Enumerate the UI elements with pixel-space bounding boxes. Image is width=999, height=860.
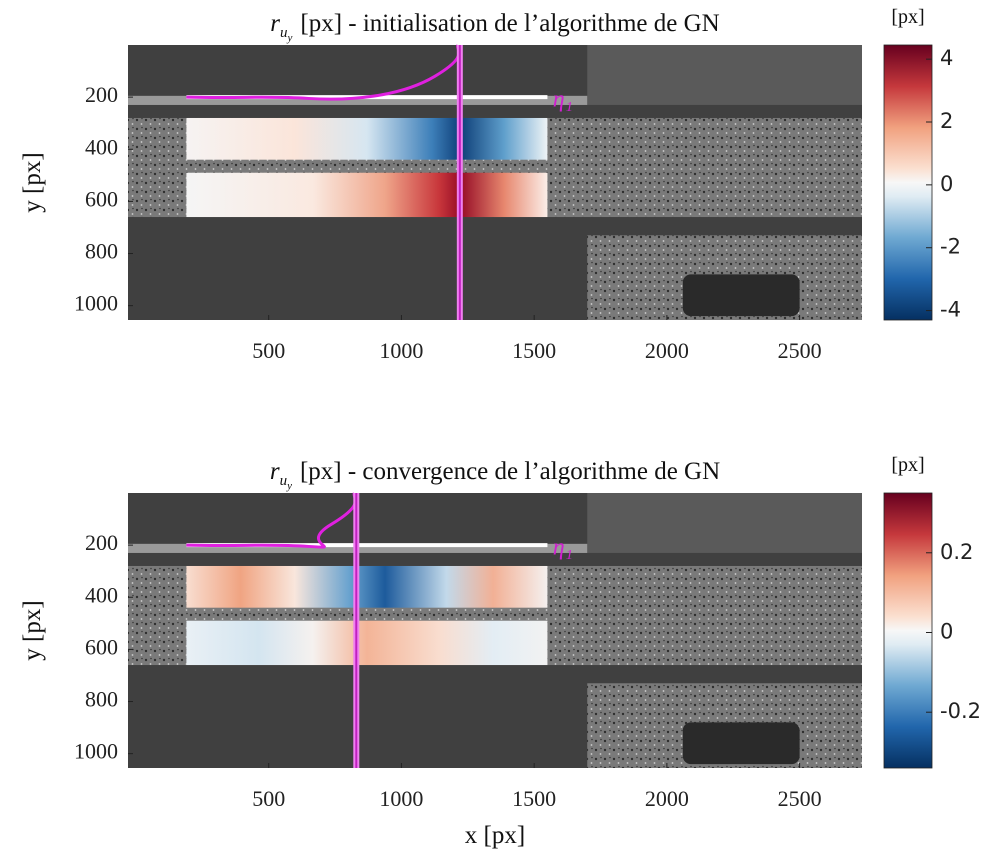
x-tick-label: 500	[252, 338, 285, 363]
photo-upper-fixture	[587, 493, 862, 553]
y-tick-label: 600	[85, 634, 118, 659]
colorbar-tick-label: 0	[940, 172, 953, 196]
x-tick-label: 2500	[778, 338, 822, 363]
title-sub: u	[280, 473, 288, 489]
residual-strip	[186, 172, 548, 218]
x-tick-label: 500	[252, 786, 285, 811]
profile-curve	[186, 492, 357, 549]
y-label: y [px]	[19, 600, 46, 660]
colorbar	[883, 492, 933, 769]
photo-grip	[682, 274, 800, 317]
title-text: [px] - convergence de l’algorithme de GN	[300, 458, 720, 485]
x-tick-label: 2500	[778, 786, 822, 811]
y-tick-label: 400	[85, 134, 118, 159]
annotation: η₁	[553, 535, 573, 561]
residual-strip	[186, 117, 548, 160]
y-tick-label: 800	[85, 687, 118, 712]
residual-strip	[186, 620, 548, 666]
x-tick-label: 1500	[512, 786, 556, 811]
colorbar-tick-label: 0.2	[940, 540, 973, 564]
y-tick-label: 200	[85, 530, 118, 555]
y-tick-label: 1000	[74, 291, 118, 316]
x-tick-label: 2000	[645, 338, 689, 363]
x-tick-label: 1000	[379, 786, 423, 811]
y-tick-label: 800	[85, 239, 118, 264]
x-tick-label: 2000	[645, 786, 689, 811]
title-sub: u	[280, 25, 288, 41]
colorbar-label: [px]	[891, 454, 924, 476]
photo-grip	[682, 722, 800, 765]
photo-upper-fixture	[587, 45, 862, 105]
x-tick-label: 1000	[379, 338, 423, 363]
x-tick-label: 1500	[512, 338, 556, 363]
colorbar-tick-label: 0	[940, 619, 953, 643]
y-tick-label: 200	[85, 82, 118, 107]
colorbar	[883, 44, 933, 321]
title-subsub: y	[287, 32, 293, 44]
title-symbol: r	[270, 458, 280, 485]
x-label: x [px]	[465, 822, 525, 849]
colorbar-tick-label: -0.2	[940, 699, 981, 723]
photo-bright-band	[128, 95, 588, 105]
colorbar-tick-label: -4	[940, 298, 961, 322]
y-tick-label: 600	[85, 186, 118, 211]
chart-title: ruy [px] - initialisation de l’algorithme…	[270, 10, 719, 44]
colorbar-label: [px]	[891, 6, 924, 28]
colorbar-tick-label: 4	[940, 46, 953, 70]
y-tick-label: 400	[85, 582, 118, 607]
profile-curve	[186, 44, 461, 101]
colorbar-tick-label: 2	[940, 109, 953, 133]
residual-strip	[186, 565, 548, 608]
annotation: η₁	[553, 87, 573, 113]
title-text: [px] - initialisation de l’algorithme de…	[300, 10, 719, 37]
title-subsub: y	[286, 480, 292, 492]
chart-title: ruy [px] - convergence de l’algorithme de…	[270, 458, 720, 492]
colorbar-tick-label: -2	[940, 235, 961, 259]
y-label: y [px]	[19, 152, 46, 212]
y-tick-label: 1000	[74, 739, 118, 764]
title-symbol: r	[270, 10, 280, 37]
